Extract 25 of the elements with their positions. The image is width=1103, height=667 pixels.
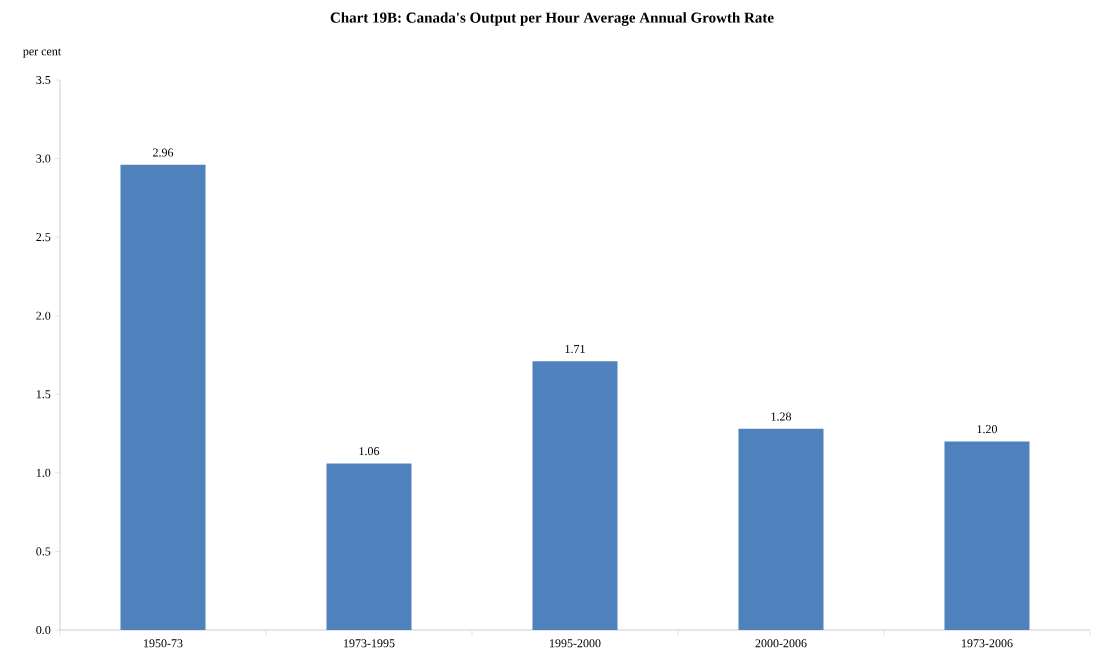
y-tick-label: 1.0 [36,468,51,477]
y-axis-title: per cent [23,48,62,58]
x-tick-label: 1973-1995 [344,639,395,648]
data-label: 1.06 [359,447,380,456]
data-label: 1.28 [771,412,792,421]
y-tick-label: 2.5 [36,233,51,242]
y-tick-label: 0.5 [36,547,51,556]
x-tick-label: 1950-73 [144,639,183,648]
bar [738,428,824,630]
bar [944,441,1030,630]
x-tick-label: 1973-2006 [962,639,1013,648]
y-tick-label: 3.0 [36,154,51,163]
bar [326,463,412,630]
y-tick-label: 2.0 [36,311,51,320]
y-tick-label: 3.5 [36,75,51,85]
x-tick-label: 2000-2006 [755,639,807,648]
y-tick-label: 0.0 [36,625,51,635]
bar [532,361,618,630]
y-tick-label: 1.5 [36,390,51,399]
chart-title: Chart 19B: Canada's Output per Hour Average Annual Growth Rate [330,12,774,26]
data-label: 1.71 [565,344,585,354]
x-tick-label: 1995-2000 [550,639,601,648]
data-label: 2.96 [153,148,174,157]
data-label: 1.20 [977,425,998,434]
bar [120,164,206,630]
